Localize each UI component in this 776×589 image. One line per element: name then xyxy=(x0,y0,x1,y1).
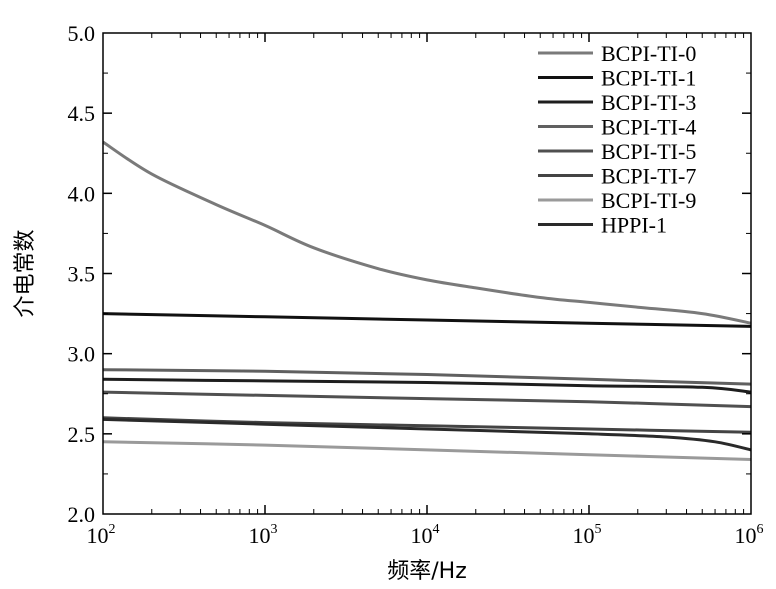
y-axis-title: 介电常数 xyxy=(13,229,38,317)
x-tick-label: 105 xyxy=(573,522,602,548)
legend-item: BCPI-TI-7 xyxy=(538,164,696,189)
legend-label: BCPI-TI-0 xyxy=(601,41,696,66)
x-tick-label: 102 xyxy=(87,522,116,548)
y-tick-label: 4.5 xyxy=(68,101,96,126)
legend-label: BCPI-TI-9 xyxy=(601,188,696,213)
series-line-bcpi-ti-1 xyxy=(102,312,752,328)
series-layer xyxy=(102,140,752,461)
series-line-bcpi-ti-0 xyxy=(102,140,752,325)
legend-item: BCPI-TI-1 xyxy=(538,66,696,91)
legend-item: BCPI-TI-4 xyxy=(538,115,696,140)
x-axis-title: 频率/Hz xyxy=(387,559,467,584)
legend-label: HPPI-1 xyxy=(601,213,667,238)
series-line-bcpi-ti-9 xyxy=(102,440,752,461)
y-tick-label: 3.0 xyxy=(68,342,96,367)
x-tick-label: 104 xyxy=(411,522,440,548)
series-line-bcpi-ti-4 xyxy=(102,368,752,386)
ticks-layer: 102 103 104 105 106 2.0 2.5 3.0 3.5 4.0 4.5 5.0 xyxy=(68,21,764,548)
y-tick-label: 5.0 xyxy=(68,21,96,46)
legend-item: BCPI-TI-9 xyxy=(538,188,696,213)
legend: BCPI-TI-0BCPI-TI-1BCPI-TI-3BCPI-TI-4BCPI… xyxy=(538,41,696,238)
legend-item: BCPI-TI-5 xyxy=(538,139,696,164)
series-line-bcpi-ti-3 xyxy=(102,377,752,394)
series-line-hppi-1 xyxy=(102,417,752,452)
x-tick-label: 106 xyxy=(735,522,764,548)
legend-item: BCPI-TI-3 xyxy=(538,90,696,115)
x-tick-label: 103 xyxy=(249,522,278,548)
legend-label: BCPI-TI-7 xyxy=(601,164,696,189)
legend-label: BCPI-TI-3 xyxy=(601,90,696,115)
legend-label: BCPI-TI-4 xyxy=(601,115,696,140)
y-tick-label: 3.5 xyxy=(68,262,96,287)
legend-label: BCPI-TI-1 xyxy=(601,66,696,91)
legend-item: HPPI-1 xyxy=(538,213,667,238)
legend-label: BCPI-TI-5 xyxy=(601,139,696,164)
legend-item: BCPI-TI-0 xyxy=(538,41,696,66)
series-line-bcpi-ti-5 xyxy=(102,390,752,409)
y-tick-label: 2.5 xyxy=(68,422,96,447)
y-tick-label: 2.0 xyxy=(68,502,96,527)
y-tick-label: 4.0 xyxy=(68,181,96,206)
